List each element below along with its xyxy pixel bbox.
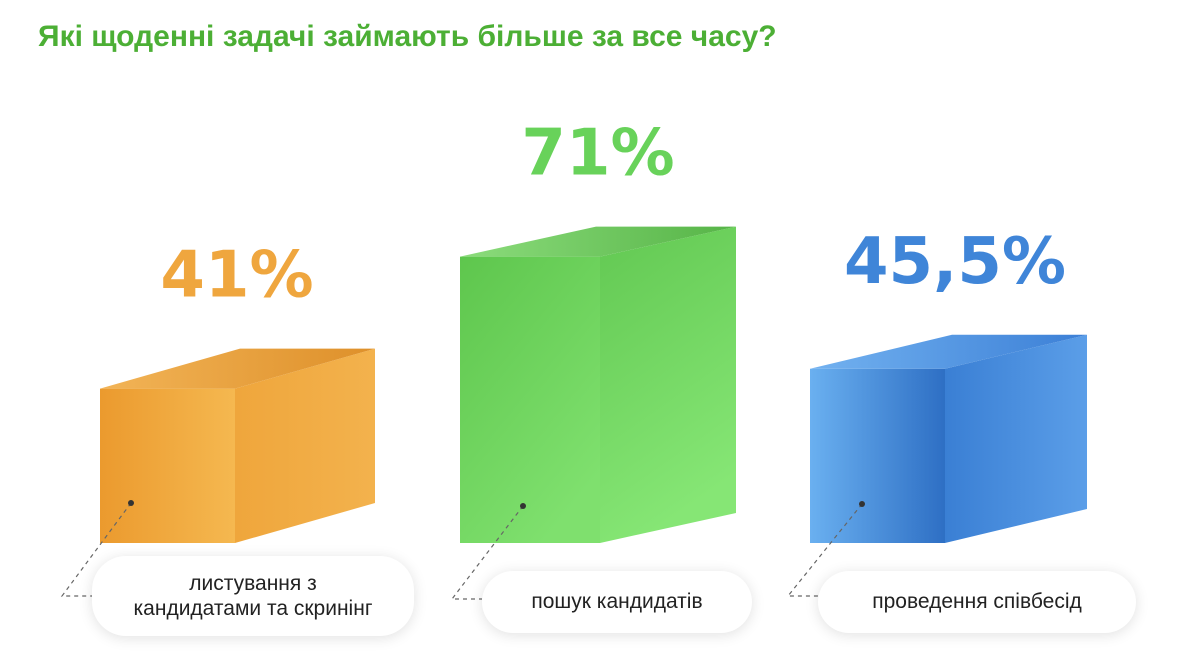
- category-label-text: листування з кандидатами та скринінг: [133, 571, 373, 620]
- bar-side-face: [235, 348, 375, 543]
- bar-front-face: [100, 388, 235, 543]
- bar-top-face: [460, 226, 736, 257]
- value-label-search: 71%: [521, 117, 674, 191]
- value-label-screening: 41%: [160, 239, 313, 313]
- category-label-search: пошук кандидатів: [482, 571, 752, 633]
- bar-front-face: [810, 368, 945, 543]
- bar-interviews: [786, 334, 1087, 597]
- value-label-interviews: 45,5%: [844, 225, 1066, 299]
- category-label-text: проведення співбесід: [872, 590, 1082, 614]
- leader-line: [450, 505, 524, 600]
- bar-top-face: [100, 348, 375, 389]
- chart-title: Які щоденні задачі займають більше за вс…: [38, 20, 777, 53]
- bar-screening: [60, 348, 375, 597]
- category-label-text: пошук кандидатів: [531, 590, 703, 614]
- bar-top-face: [810, 334, 1087, 369]
- bar-side-face: [600, 226, 736, 543]
- leader-dot: [128, 500, 134, 506]
- leader-line: [786, 503, 863, 597]
- bar-search: [450, 226, 736, 600]
- leader-line: [60, 502, 132, 597]
- category-label-interviews: проведення співбесід: [818, 571, 1136, 633]
- leader-dot: [859, 501, 865, 507]
- bar-front-face: [460, 256, 600, 543]
- category-label-screening: листування з кандидатами та скринінг: [92, 556, 414, 636]
- leader-dot: [520, 503, 526, 509]
- bar-side-face: [945, 334, 1087, 543]
